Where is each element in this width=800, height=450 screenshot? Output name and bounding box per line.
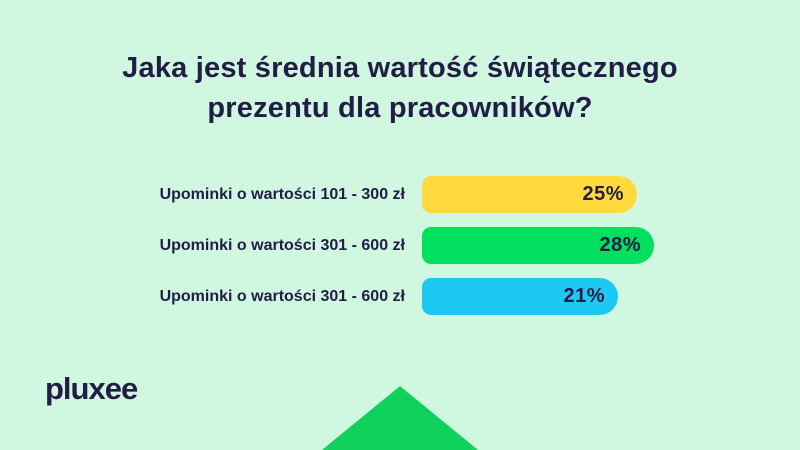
page-title: Jaka jest średnia wartość świątecznego p…: [0, 48, 800, 128]
bar-blue-21: 21%: [422, 278, 618, 315]
bar-value-label: 28%: [599, 234, 641, 256]
pluxee-logo: pluxee: [45, 371, 138, 406]
bar-value-label: 25%: [582, 183, 624, 205]
bar-label: Upominki o wartości 301 - 600 zł: [159, 288, 405, 305]
bar-label: Upominki o wartości 101 - 300 zł: [159, 186, 405, 203]
bar-yellow-25: 25%: [422, 176, 637, 213]
chart-row: Upominki o wartości 301 - 600 zł 28%: [0, 227, 800, 264]
title-line-2: prezentu dla pracowników?: [207, 92, 593, 124]
bar-green-28: 28%: [422, 227, 654, 264]
chart-row: Upominki o wartości 101 - 300 zł 25%: [0, 176, 800, 213]
chart-row: Upominki o wartości 301 - 600 zł 21%: [0, 278, 800, 315]
title-line-1: Jaka jest średnia wartość świątecznego: [122, 52, 678, 84]
bar-label: Upominki o wartości 301 - 600 zł: [159, 237, 405, 254]
bar-value-label: 21%: [563, 285, 605, 307]
